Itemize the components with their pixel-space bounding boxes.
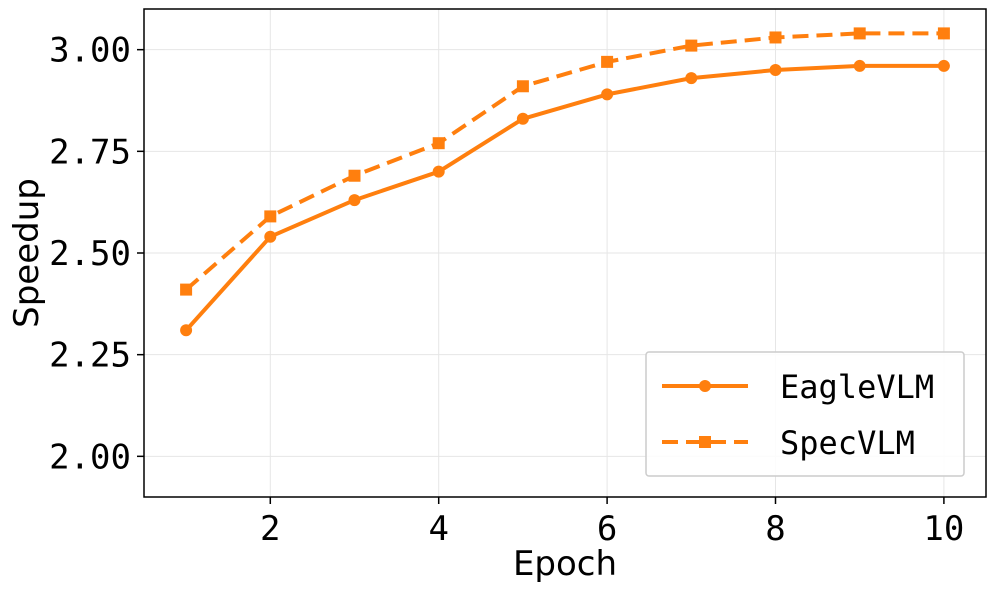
data-point-specvlm	[432, 137, 445, 150]
x-tick-label: 8	[765, 509, 785, 549]
data-point-specvlm	[348, 169, 361, 182]
data-point-specvlm	[685, 39, 698, 52]
legend-entry-eaglevlm: EagleVLM	[662, 368, 934, 406]
y-tick-label: 2.50	[49, 234, 131, 274]
data-point-eaglevlm	[516, 112, 529, 125]
legend-label: SpecVLM	[780, 424, 915, 462]
y-tick-label: 2.75	[49, 132, 131, 172]
y-tick-label: 2.00	[49, 437, 131, 477]
legend-entry-specvlm: SpecVLM	[662, 424, 915, 462]
data-point-specvlm	[853, 27, 866, 40]
data-point-specvlm	[601, 55, 614, 68]
data-point-eaglevlm	[432, 165, 445, 178]
y-tick-label: 3.00	[49, 31, 131, 71]
legend-swatch-marker	[699, 380, 711, 392]
x-tick-label: 2	[260, 509, 280, 549]
data-point-specvlm	[769, 31, 782, 44]
legend-frame	[645, 351, 965, 477]
x-tick-label: 4	[428, 509, 448, 549]
x-tick-label: 6	[597, 509, 617, 549]
legend-label: EagleVLM	[780, 368, 934, 406]
data-point-specvlm	[264, 210, 277, 223]
data-point-eaglevlm	[601, 88, 614, 101]
legend-swatch-marker	[699, 436, 711, 448]
data-point-eaglevlm	[853, 59, 866, 72]
series-line-specvlm	[184, 31, 944, 292]
legend: EagleVLM SpecVLM	[645, 351, 965, 477]
y-tick-label: 2.25	[49, 336, 131, 376]
series-line-eaglevlm	[184, 63, 944, 332]
data-point-eaglevlm	[264, 230, 277, 243]
data-point-specvlm	[516, 80, 529, 93]
x-axis-title: Epoch	[513, 544, 617, 584]
data-point-eaglevlm	[937, 59, 950, 72]
data-point-eaglevlm	[685, 72, 698, 85]
axis-ticks: 2.00 2.25 2.50 2.75 3.00 2 4 6 8 10	[49, 31, 964, 549]
plot-series	[180, 27, 950, 337]
data-point-eaglevlm	[769, 64, 782, 76]
data-point-specvlm	[180, 283, 193, 296]
series-eaglevlm	[180, 59, 950, 337]
data-point-eaglevlm	[180, 324, 193, 337]
x-tick-label: 10	[923, 509, 964, 549]
y-axis-title: Speedup	[7, 178, 47, 328]
series-specvlm	[180, 27, 950, 296]
data-point-eaglevlm	[348, 194, 361, 207]
data-point-specvlm	[937, 27, 950, 40]
